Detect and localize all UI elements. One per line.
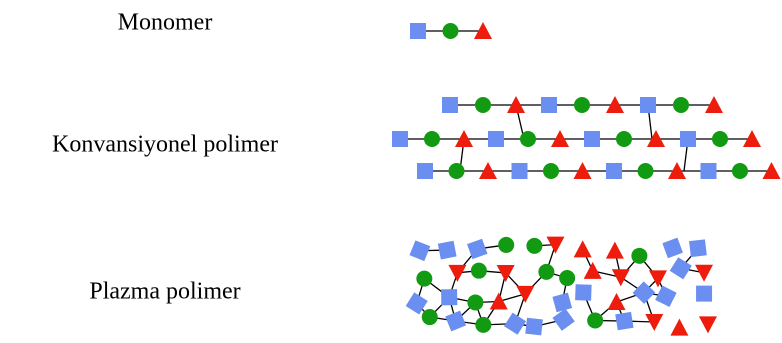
circle-unit	[449, 163, 465, 179]
square-unit	[441, 289, 457, 305]
polymer-diagram: Monomer Konvansiyonel polimer Plazma pol…	[0, 0, 782, 343]
circle-unit	[424, 131, 440, 147]
circle-unit	[587, 313, 603, 329]
square-unit	[504, 313, 526, 335]
triangle-unit	[584, 262, 602, 279]
triangle-unit	[490, 293, 508, 310]
circle-unit	[467, 294, 483, 310]
triangle-unit	[695, 265, 713, 282]
triangle-unit	[612, 269, 630, 286]
circle-unit	[520, 131, 536, 147]
square-unit	[438, 241, 457, 260]
square-unit	[640, 97, 656, 113]
circle-unit	[712, 131, 728, 147]
circle-unit	[559, 270, 575, 286]
square-unit	[662, 238, 683, 259]
square-unit	[680, 131, 696, 147]
circle-unit	[538, 264, 554, 280]
square-unit	[696, 286, 712, 302]
square-unit	[670, 257, 692, 279]
square-unit	[409, 240, 430, 261]
triangle-unit	[608, 293, 626, 310]
conventional-label: Konvansiyonel polimer	[52, 132, 278, 158]
square-unit	[442, 97, 458, 113]
square-unit	[525, 318, 543, 336]
triangle-unit	[645, 314, 663, 331]
square-unit	[606, 163, 622, 179]
circle-unit	[574, 97, 590, 113]
circle-unit	[422, 309, 438, 325]
square-unit	[552, 308, 574, 330]
circle-unit	[631, 248, 647, 264]
circle-unit	[475, 317, 491, 333]
square-unit	[615, 312, 633, 330]
square-unit	[417, 163, 433, 179]
circle-unit	[416, 271, 432, 287]
triangle-unit	[699, 316, 717, 333]
square-unit	[467, 239, 487, 259]
triangle-unit	[606, 242, 624, 259]
square-unit	[584, 131, 600, 147]
circle-unit	[475, 97, 491, 113]
triangle-unit	[574, 240, 592, 257]
circle-unit	[498, 237, 514, 253]
square-unit	[541, 97, 557, 113]
molecule-drawings	[392, 22, 781, 336]
triangle-unit	[516, 286, 534, 303]
square-unit	[410, 23, 426, 39]
square-unit	[575, 284, 592, 301]
circle-unit	[526, 238, 542, 254]
square-unit	[512, 163, 528, 179]
circle-unit	[543, 163, 559, 179]
circle-unit	[673, 97, 689, 113]
square-unit	[488, 131, 504, 147]
circle-unit	[471, 263, 487, 279]
square-unit	[655, 286, 676, 307]
triangle-unit	[448, 265, 466, 282]
monomer-label: Monomer	[118, 10, 213, 36]
square-unit	[701, 163, 717, 179]
triangle-unit	[670, 319, 688, 336]
circle-unit	[616, 131, 632, 147]
circle-unit	[638, 163, 654, 179]
square-unit	[689, 239, 707, 257]
square-unit	[392, 131, 408, 147]
square-unit	[552, 293, 572, 313]
plasma-label: Plazma polimer	[89, 279, 240, 305]
circle-unit	[732, 163, 748, 179]
circle-unit	[443, 23, 459, 39]
